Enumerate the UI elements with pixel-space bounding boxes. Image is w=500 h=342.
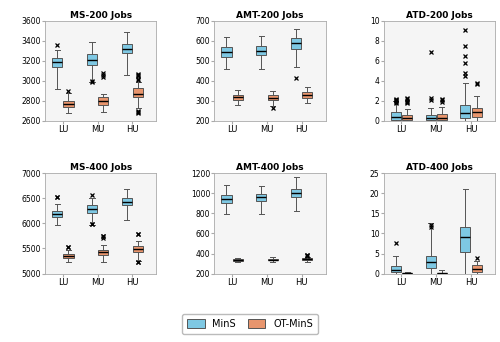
PathPatch shape bbox=[122, 44, 132, 53]
PathPatch shape bbox=[268, 95, 278, 100]
PathPatch shape bbox=[64, 101, 74, 107]
PathPatch shape bbox=[133, 88, 143, 97]
PathPatch shape bbox=[233, 259, 243, 261]
PathPatch shape bbox=[98, 250, 108, 255]
Title: MS-200 Jobs: MS-200 Jobs bbox=[70, 11, 132, 20]
PathPatch shape bbox=[87, 205, 97, 213]
PathPatch shape bbox=[472, 108, 482, 117]
Title: AMT-400 Jobs: AMT-400 Jobs bbox=[236, 163, 304, 172]
PathPatch shape bbox=[460, 105, 470, 118]
PathPatch shape bbox=[390, 112, 401, 120]
PathPatch shape bbox=[98, 97, 108, 105]
PathPatch shape bbox=[437, 114, 447, 120]
Title: ATD-200 Jobs: ATD-200 Jobs bbox=[406, 11, 472, 20]
PathPatch shape bbox=[222, 47, 232, 57]
PathPatch shape bbox=[437, 273, 447, 274]
PathPatch shape bbox=[87, 54, 97, 65]
PathPatch shape bbox=[302, 258, 312, 260]
PathPatch shape bbox=[291, 189, 301, 197]
PathPatch shape bbox=[390, 266, 401, 272]
PathPatch shape bbox=[222, 195, 232, 203]
PathPatch shape bbox=[291, 38, 301, 49]
PathPatch shape bbox=[64, 254, 74, 258]
PathPatch shape bbox=[402, 273, 412, 274]
Legend: MinS, OT-MinS: MinS, OT-MinS bbox=[182, 314, 318, 334]
PathPatch shape bbox=[52, 211, 62, 217]
Title: AMT-200 Jobs: AMT-200 Jobs bbox=[236, 11, 304, 20]
PathPatch shape bbox=[426, 255, 436, 267]
PathPatch shape bbox=[233, 95, 243, 100]
PathPatch shape bbox=[256, 194, 266, 201]
PathPatch shape bbox=[268, 259, 278, 260]
PathPatch shape bbox=[426, 115, 436, 120]
PathPatch shape bbox=[133, 246, 143, 252]
Title: ATD-400 Jobs: ATD-400 Jobs bbox=[406, 163, 472, 172]
PathPatch shape bbox=[122, 198, 132, 205]
PathPatch shape bbox=[52, 58, 62, 67]
PathPatch shape bbox=[402, 115, 412, 120]
PathPatch shape bbox=[472, 265, 482, 272]
PathPatch shape bbox=[302, 92, 312, 98]
PathPatch shape bbox=[460, 227, 470, 251]
PathPatch shape bbox=[256, 45, 266, 55]
Title: MS-400 Jobs: MS-400 Jobs bbox=[70, 163, 132, 172]
